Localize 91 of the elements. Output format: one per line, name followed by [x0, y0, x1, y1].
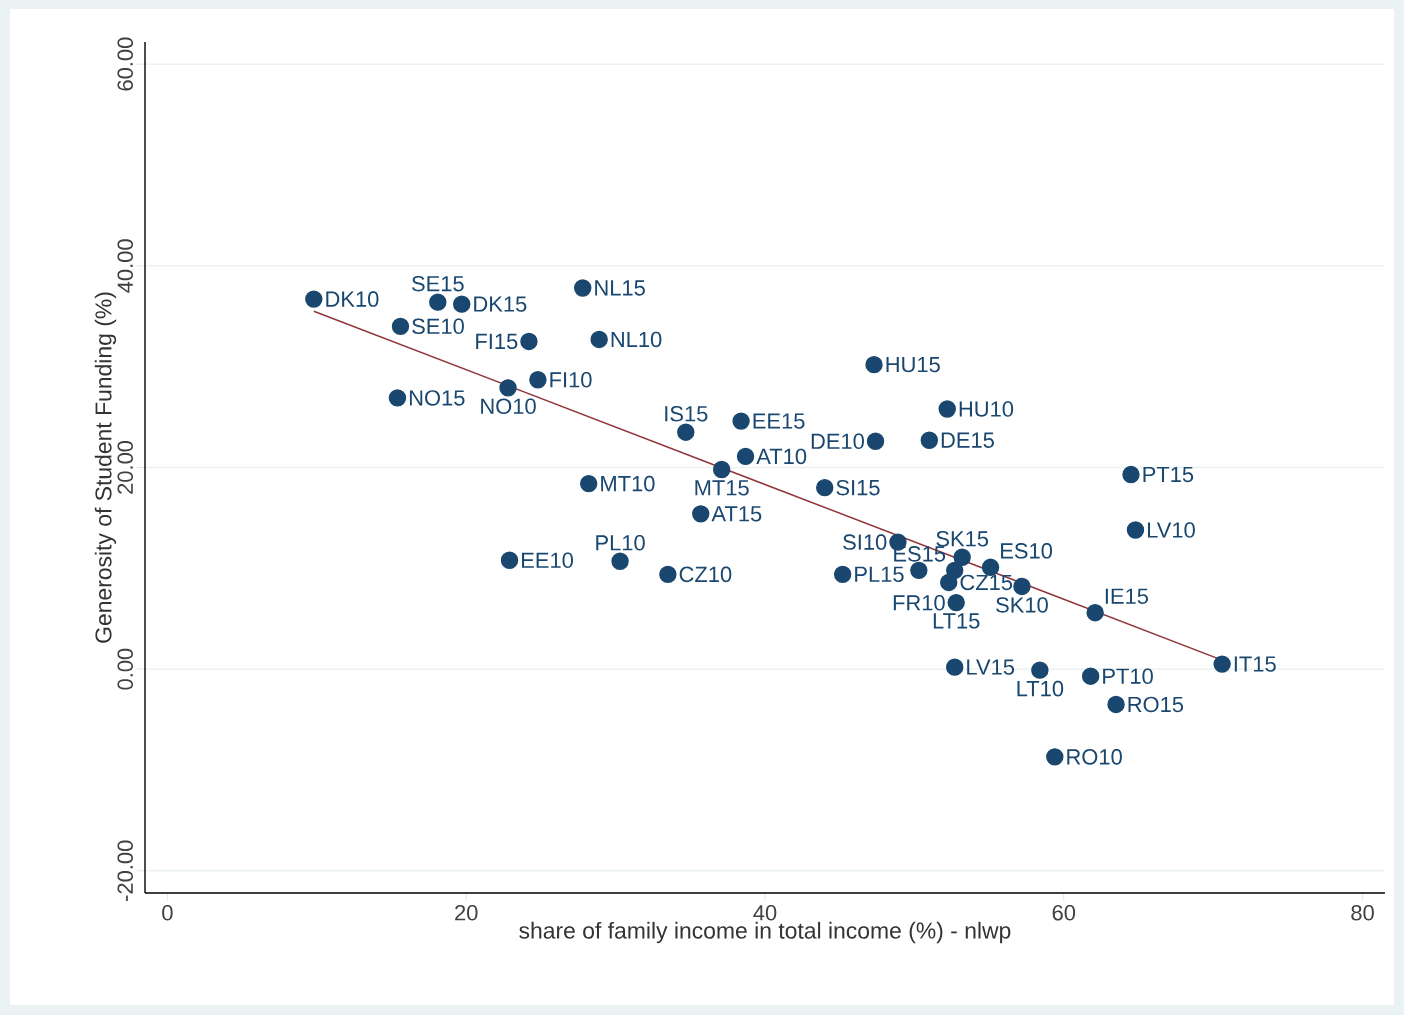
- annotation: SK15: [936, 531, 989, 547]
- annotation: FI10: [550, 372, 592, 388]
- annotation: HU15: [886, 357, 940, 373]
- point: [611, 552, 629, 570]
- point: [590, 330, 608, 349]
- annotation: LT15: [933, 613, 980, 629]
- x-tick-label: 40: [753, 905, 777, 921]
- point: [833, 565, 852, 584]
- point: [946, 658, 964, 676]
- x-tick-label: 0: [162, 905, 173, 921]
- point: [388, 389, 407, 407]
- annotation: HU10: [959, 401, 1014, 417]
- annotation: NO15: [409, 390, 465, 406]
- annotation: PL15: [855, 566, 904, 583]
- x-tick-label: 80: [1351, 905, 1374, 921]
- annotation: ES10: [1001, 543, 1053, 559]
- point: [677, 423, 695, 441]
- point: [816, 478, 834, 497]
- point: [920, 431, 939, 449]
- point: [520, 332, 538, 351]
- annotation: EE15: [753, 413, 805, 429]
- point: [947, 593, 965, 612]
- annotation: DE15: [941, 432, 994, 448]
- annotation: IT15: [1234, 656, 1276, 672]
- point: [910, 561, 928, 580]
- y-tick-label: 20.00: [117, 440, 133, 494]
- annotation: EE10: [522, 552, 573, 569]
- annotation: NO10: [481, 398, 536, 415]
- y-tick-label: 0.00: [117, 648, 133, 690]
- annotation: SK10: [996, 597, 1048, 613]
- annotation: SE15: [412, 275, 464, 292]
- point: [500, 551, 519, 569]
- annotation: IS15: [665, 405, 708, 422]
- annotation: RO10: [1067, 749, 1122, 765]
- point: [1122, 465, 1140, 484]
- point: [865, 355, 883, 374]
- annotation: DK10: [326, 291, 379, 307]
- point: [736, 447, 755, 466]
- point: [732, 412, 750, 430]
- point: [529, 371, 547, 389]
- y-axis-title: Generosity of Student Funding (%): [94, 292, 117, 643]
- point: [1213, 655, 1231, 673]
- annotation: LV10: [1147, 522, 1195, 538]
- annotation: SI15: [836, 479, 880, 496]
- point: [1126, 521, 1145, 539]
- annotation: SE10: [412, 318, 464, 335]
- point: [574, 279, 592, 297]
- annotation: NL10: [611, 331, 662, 348]
- point: [659, 565, 677, 584]
- x-axis-title: share of family income in total income (%) - nlwp: [519, 921, 1011, 944]
- point: [866, 432, 885, 450]
- annotation: DK15: [474, 296, 527, 312]
- x-tick-label: 20: [455, 905, 478, 921]
- point: [1086, 603, 1104, 622]
- point: [1031, 661, 1049, 679]
- point: [453, 295, 471, 313]
- point: [305, 290, 323, 308]
- point: [1013, 577, 1031, 596]
- point: [1046, 748, 1064, 766]
- point: [1107, 695, 1125, 714]
- x-tick-label: 60: [1052, 905, 1076, 921]
- point: [391, 317, 410, 336]
- point: [692, 505, 710, 523]
- point: [938, 400, 956, 418]
- annotation: CZ15: [960, 574, 1013, 591]
- point: [580, 474, 598, 493]
- y-tick-label: 60.00: [117, 37, 133, 91]
- annotation: LT10: [1017, 680, 1064, 697]
- point: [1081, 667, 1100, 685]
- y-tick-label: 40.00: [117, 239, 133, 293]
- point: [712, 460, 731, 479]
- annotation: MT10: [601, 475, 655, 492]
- annotation: LV15: [967, 659, 1015, 675]
- annotation: FI15: [476, 333, 518, 350]
- annotation: IE15: [1105, 588, 1148, 604]
- annotation: RO15: [1128, 696, 1184, 713]
- point: [499, 379, 517, 397]
- annotation: PL10: [596, 535, 645, 551]
- annotation: AT10: [756, 448, 807, 465]
- annotation: CZ10: [679, 566, 732, 583]
- annotation: DE10: [811, 433, 864, 450]
- annotation: FR10: [893, 595, 945, 611]
- point: [429, 293, 447, 311]
- annotation: PT10: [1103, 668, 1153, 684]
- annotation: NL15: [595, 280, 645, 296]
- y-tick-label: -20.00: [117, 840, 133, 901]
- annotation: SI10: [843, 534, 887, 550]
- annotation: AT15: [711, 506, 762, 522]
- annotation: PT15: [1143, 466, 1194, 483]
- point: [953, 548, 971, 566]
- annotation: MT15: [695, 480, 749, 496]
